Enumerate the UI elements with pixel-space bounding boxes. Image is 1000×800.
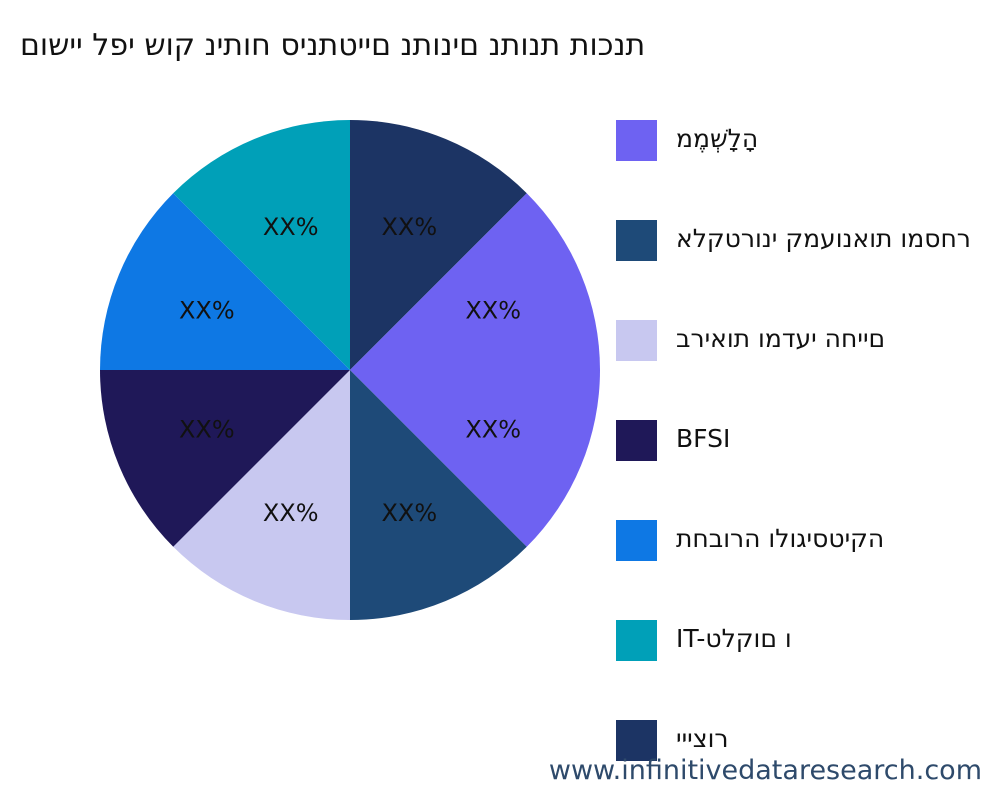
legend-swatch [616, 620, 657, 661]
slice-value-label: XX% [179, 297, 235, 325]
legend-swatch [616, 420, 657, 461]
legend-label: הָלָשְׁמֶמ [676, 124, 759, 153]
legend-item-telecom-it: IT-ו םוקלט [616, 620, 986, 664]
slice-value-label: XX% [263, 499, 319, 527]
legend-item-logistics: הקיטסיגולו הרובחת [616, 520, 986, 564]
legend-label: רוצייי [676, 724, 729, 753]
legend-swatch [616, 220, 657, 261]
pie-slice [173, 120, 350, 370]
legend-swatch [616, 720, 657, 761]
legend-label: BFSI [676, 424, 731, 453]
legend-swatch [616, 120, 657, 161]
slice-value-label: XX% [263, 213, 319, 241]
legend-item-manufacturing: רוצייי [616, 720, 986, 764]
slice-value-label: XX% [381, 499, 437, 527]
slice-value-label: XX% [465, 415, 521, 443]
legend-label: רחסמו תואנועמק ינורטקלא [676, 224, 971, 253]
pie-slice [350, 370, 527, 620]
legend-item-government: הָלָשְׁמֶמ [616, 120, 986, 164]
pie-slice [100, 370, 350, 547]
slice-value-label: XX% [179, 415, 235, 443]
legend-item-bfsi: BFSI [616, 420, 986, 464]
pie-slice [173, 370, 350, 620]
legend-label: םייחה יעדמו תואירב [676, 324, 886, 353]
slice-value-label: XX% [465, 297, 521, 325]
pie-slice [350, 193, 600, 547]
pie-slice [350, 120, 527, 370]
legend-label: הקיטסיגולו הרובחת [676, 524, 885, 553]
pie-slice [100, 193, 350, 370]
legend-swatch [616, 320, 657, 361]
legend-item-ecommerce: רחסמו תואנועמק ינורטקלא [616, 220, 986, 264]
legend-swatch [616, 520, 657, 561]
legend-label: IT-ו םוקלט [676, 624, 792, 653]
legend-item-healthcare: םייחה יעדמו תואירב [616, 320, 986, 364]
watermark: www.infinitivedataresearch.com [548, 755, 982, 786]
chart-title: תנכות תנותנ םינותנ םייטתניס חותינ קוש יפ… [20, 28, 646, 63]
slice-value-label: XX% [381, 213, 437, 241]
